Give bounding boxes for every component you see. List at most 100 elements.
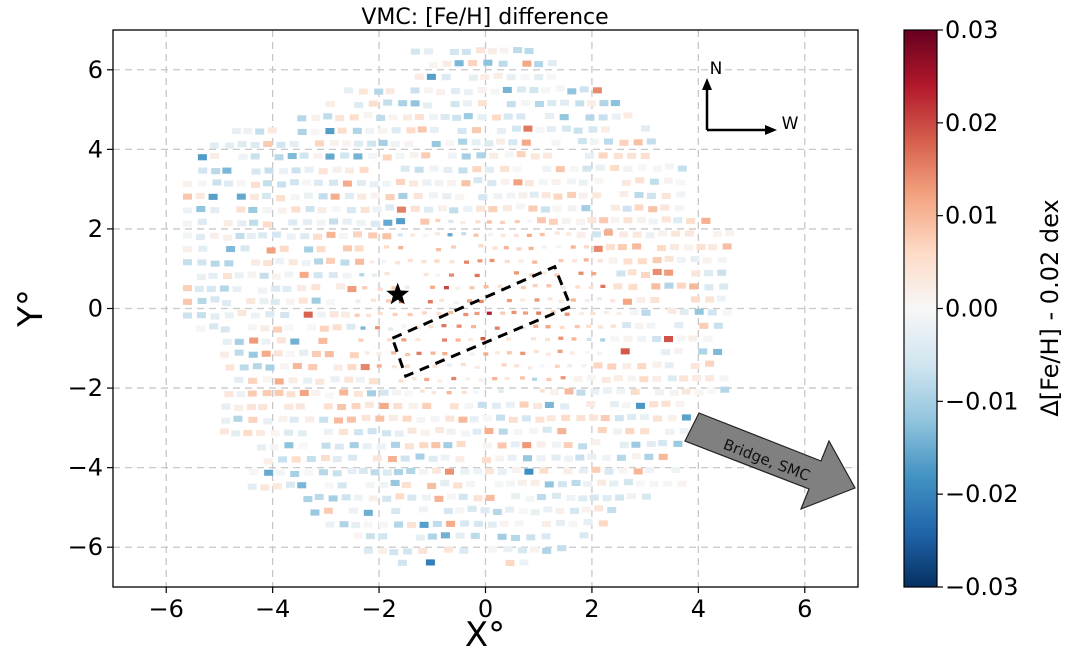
data-cell <box>370 220 380 227</box>
data-cell <box>407 522 416 529</box>
data-cell <box>646 322 656 329</box>
data-cell <box>485 494 495 501</box>
data-cell <box>585 350 591 354</box>
data-cell <box>608 257 618 264</box>
data-cell <box>410 100 420 107</box>
data-cell <box>473 495 483 502</box>
data-cell <box>292 362 302 369</box>
data-cell <box>384 272 390 276</box>
data-cell <box>524 180 534 187</box>
data-cell <box>622 363 632 370</box>
y-axis-label: Y° <box>11 289 51 328</box>
data-cell <box>310 509 320 516</box>
data-cell <box>221 403 231 410</box>
data-cell <box>342 180 352 187</box>
data-cell <box>234 404 244 411</box>
data-cell <box>623 479 633 486</box>
data-cell <box>534 74 544 81</box>
data-cell <box>690 256 700 263</box>
star-marker <box>386 282 410 305</box>
data-cell <box>499 520 509 527</box>
data-cell <box>361 414 371 421</box>
data-cell <box>571 259 577 263</box>
data-cell <box>353 532 363 539</box>
data-cell <box>360 206 370 213</box>
data-cell <box>288 377 298 384</box>
data-cell <box>473 177 483 184</box>
y-tick-label: 0 <box>88 295 103 323</box>
data-cell <box>379 521 388 528</box>
data-cell <box>639 376 649 383</box>
data-cell <box>243 128 253 135</box>
data-cell <box>248 416 258 423</box>
data-cell <box>196 206 206 213</box>
data-cell <box>558 259 564 263</box>
data-cell <box>330 376 340 383</box>
data-cell <box>384 245 389 249</box>
data-cell <box>397 559 407 566</box>
data-cell <box>637 258 647 265</box>
data-cell <box>611 204 620 211</box>
data-cell <box>645 467 655 474</box>
data-cell <box>382 495 392 502</box>
data-cell <box>234 272 244 279</box>
data-cell <box>604 468 614 475</box>
data-cell <box>616 311 622 315</box>
data-cell <box>487 521 497 528</box>
data-cell <box>598 114 608 121</box>
data-cell <box>414 73 424 80</box>
data-cell <box>311 297 321 304</box>
data-cell <box>554 364 560 368</box>
data-cell <box>513 179 523 186</box>
data-cell <box>354 140 363 147</box>
data-cell <box>648 218 658 225</box>
data-cell <box>196 273 206 280</box>
data-cell <box>341 494 351 501</box>
data-cell <box>541 533 551 540</box>
data-cell <box>339 389 349 396</box>
data-cell <box>329 179 338 186</box>
data-cell <box>269 444 279 451</box>
data-cell <box>653 415 663 422</box>
data-cell <box>508 139 518 146</box>
data-cell <box>284 429 293 436</box>
data-cell <box>529 191 539 198</box>
data-cell <box>403 390 413 397</box>
colorbar: 0.03 0.02 0.01 0.00 −0.01 −0.02 −0.03 Δ[Fe/H] … <box>903 16 1064 601</box>
data-cell <box>323 403 333 410</box>
data-cell <box>473 233 479 237</box>
data-cell <box>363 509 373 516</box>
data-cell <box>497 533 507 540</box>
data-cell <box>441 324 447 328</box>
data-cell <box>461 232 467 236</box>
data-cell <box>598 325 604 329</box>
data-cell <box>609 480 619 487</box>
x-tick-label: 6 <box>797 595 812 623</box>
grid <box>113 30 858 587</box>
data-cell <box>378 127 388 134</box>
data-cell <box>443 166 453 173</box>
data-cell <box>560 403 570 410</box>
data-cell <box>527 219 533 223</box>
data-cell <box>524 48 534 55</box>
data-cell <box>593 362 603 369</box>
data-cell <box>305 416 314 423</box>
data-cell <box>324 482 334 489</box>
data-cell <box>667 375 677 382</box>
data-cell <box>511 493 521 500</box>
data-cell <box>600 126 610 133</box>
data-cell <box>364 351 370 355</box>
compass-west-label: W <box>782 114 799 134</box>
data-cell <box>469 416 479 423</box>
data-cell <box>614 415 624 422</box>
data-cell <box>345 167 354 174</box>
data-cell <box>552 441 561 448</box>
data-cell <box>465 481 475 488</box>
data-cell <box>579 312 584 316</box>
data-cell <box>396 178 406 185</box>
data-cell <box>262 207 272 214</box>
data-cell <box>210 153 219 160</box>
data-cell <box>614 375 623 382</box>
data-cell <box>575 100 585 107</box>
data-cell <box>314 140 324 147</box>
